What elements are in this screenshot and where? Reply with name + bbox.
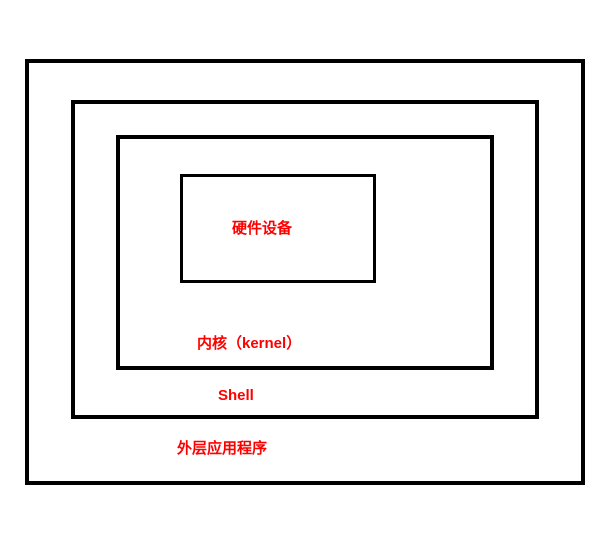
outer-app-label: 外层应用程序 xyxy=(177,437,267,458)
hardware-label: 硬件设备 xyxy=(232,217,292,238)
shell-label: Shell xyxy=(218,387,254,404)
kernel-label: 内核（kernel） xyxy=(197,332,301,353)
